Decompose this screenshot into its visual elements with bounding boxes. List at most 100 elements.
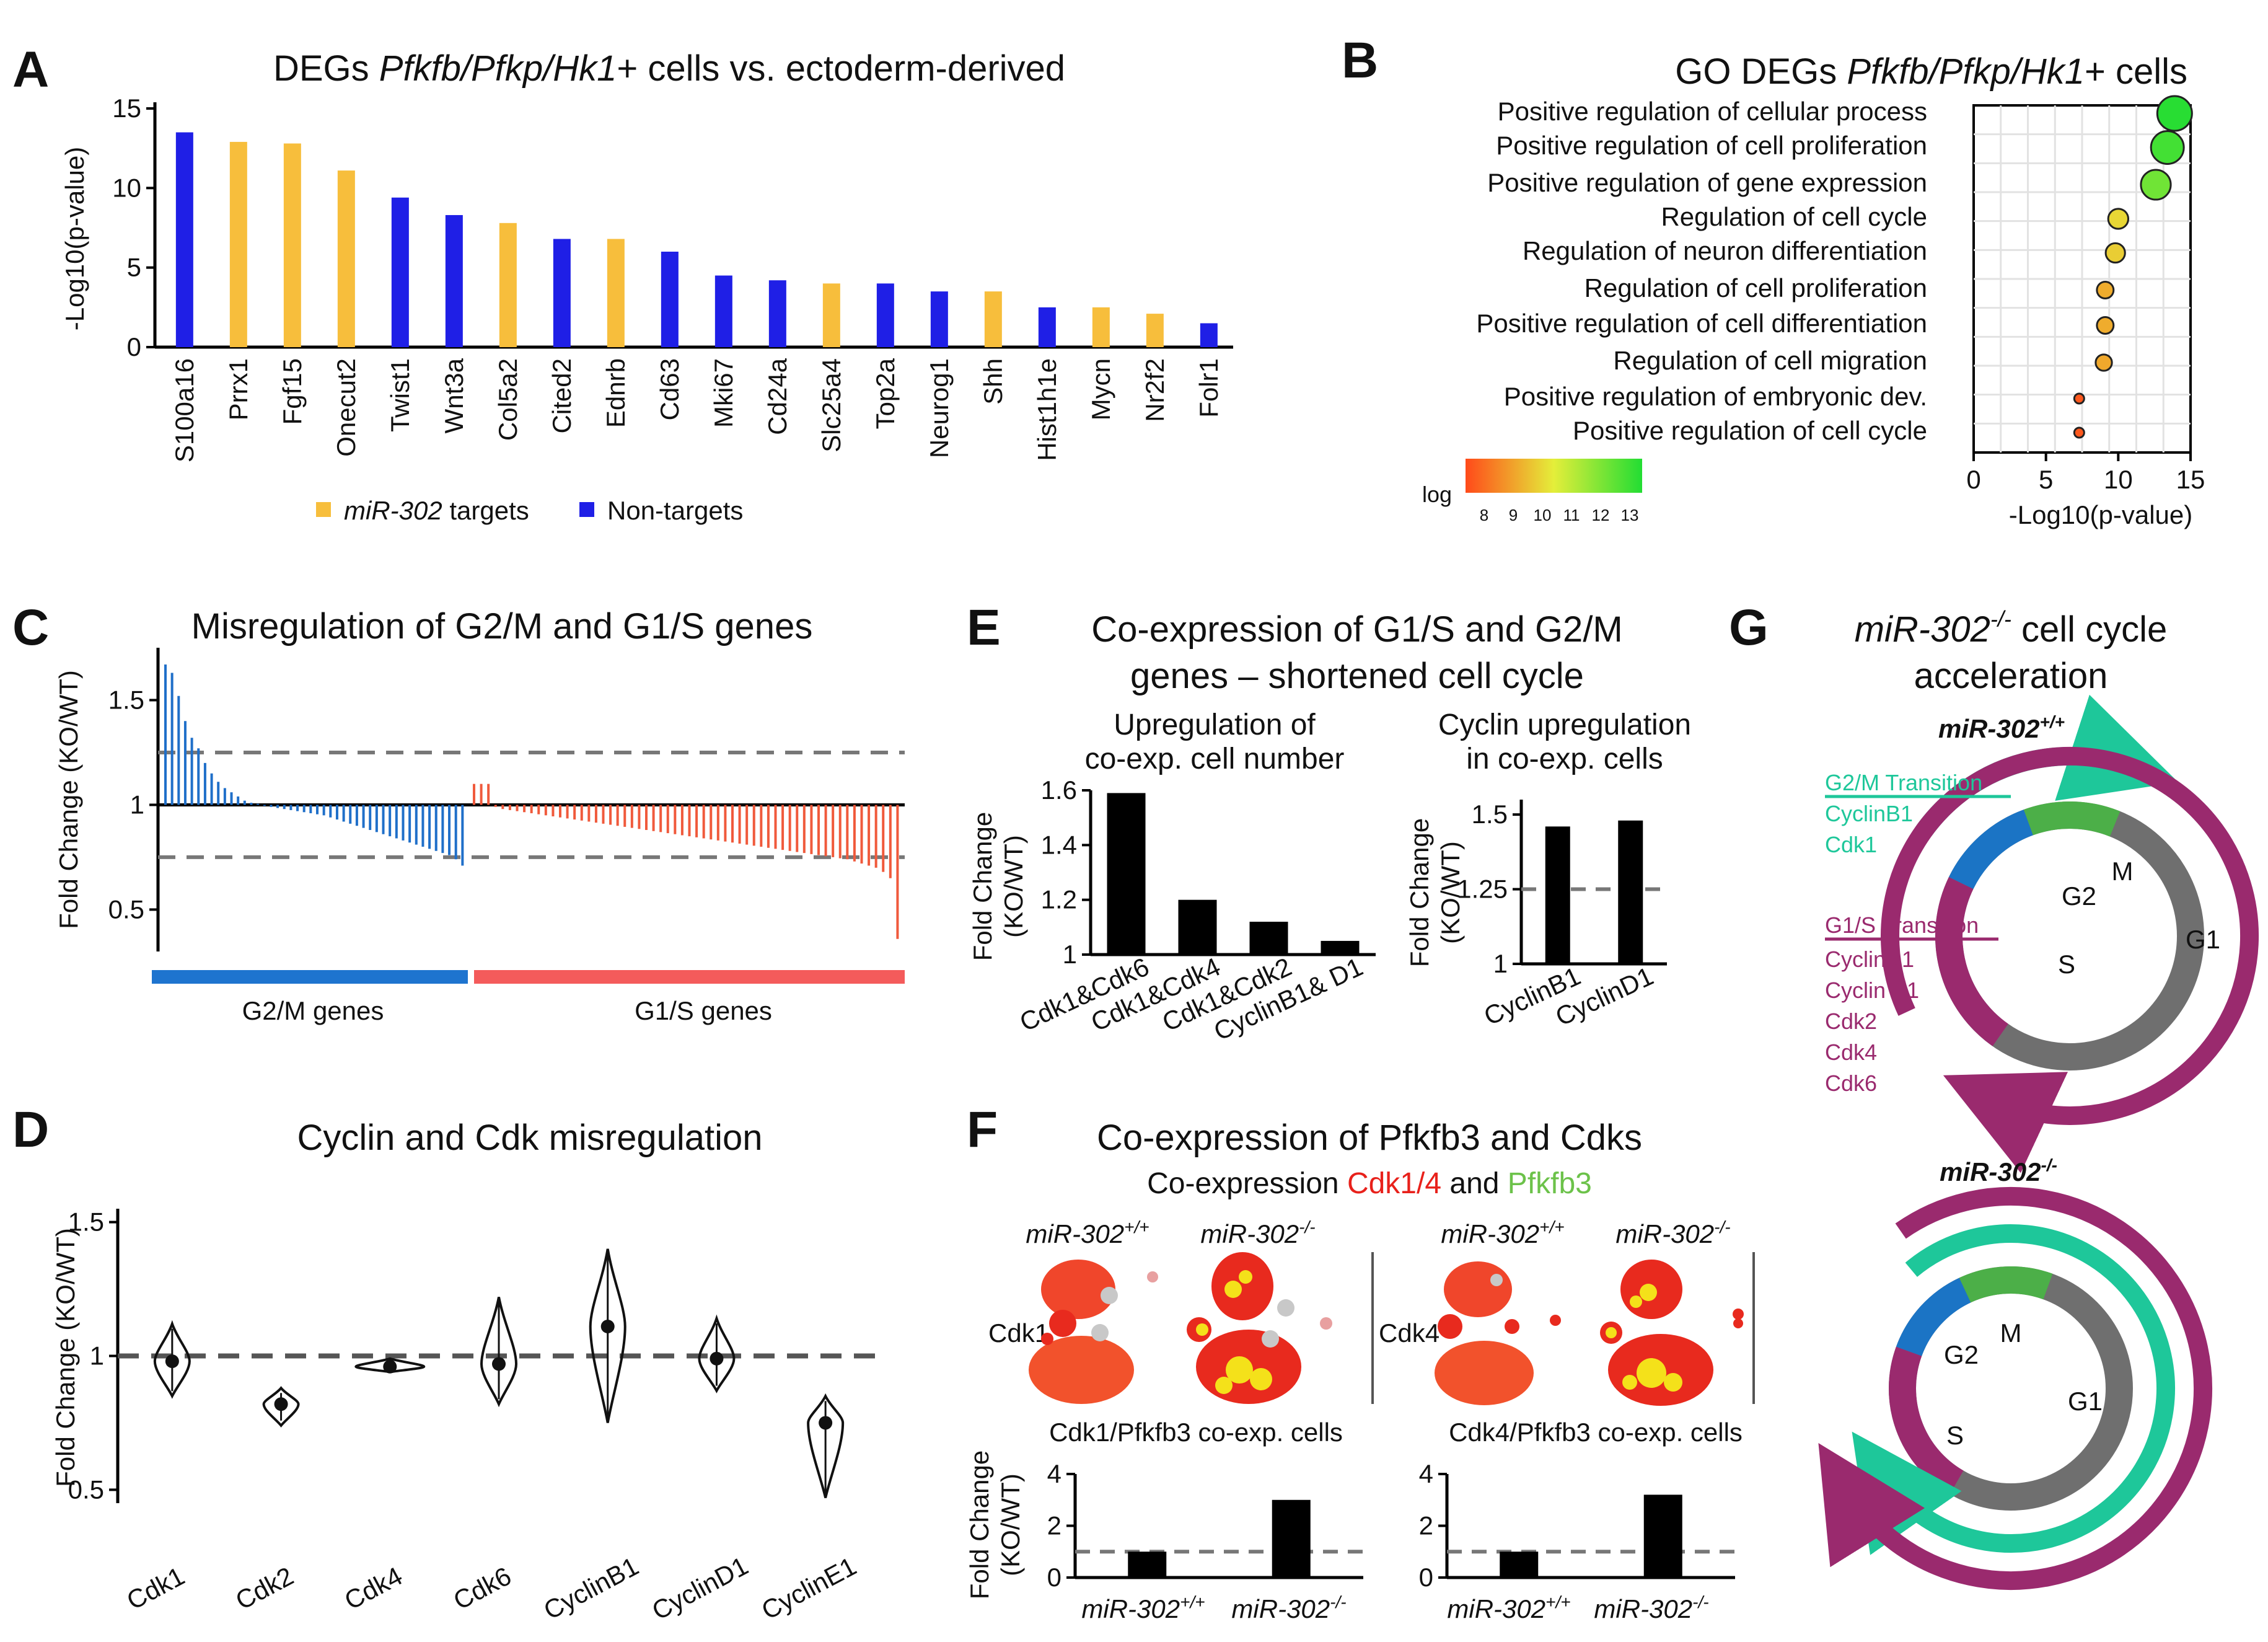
panel-label-a: A	[12, 42, 49, 98]
g-g1s-legend: G1/S Transition CyclinD1 Cyclin E1 Cdk2 …	[1825, 912, 1998, 1096]
a-bar	[1146, 314, 1164, 347]
a-xtick-label: Slc25a4	[817, 358, 846, 452]
a-xtick-label: Folr1	[1194, 358, 1223, 418]
a-bar	[337, 170, 355, 347]
f-left-chart-ytick-label: 2	[1047, 1511, 1061, 1540]
d-ytick-label: 1.5	[68, 1207, 104, 1237]
a-xtick-label: Neurog1	[925, 358, 954, 458]
f-left-chart-ytick-label: 0	[1047, 1563, 1061, 1592]
panel-f-headers: miR-302+/+ miR-302-/- miR-302+/+ miR-302…	[1026, 1217, 1730, 1248]
panel-g-title-line1: miR-302-/- cell cycle	[1855, 606, 2168, 650]
a-ytick-label: 10	[112, 173, 141, 202]
panel-a-x-labels: S100a16 Prrx1 Fgf15 Onecut2 Twist1 Wnt3a Col5a…	[170, 358, 1223, 462]
b-dot	[2104, 242, 2126, 264]
e2-chart-bar	[1618, 820, 1643, 964]
a-bar	[661, 252, 679, 347]
a-bar	[553, 239, 571, 347]
b-term-label: Regulation of cell proliferation	[1585, 273, 1927, 302]
b-term-label: Regulation of neuron differentiation	[1523, 236, 1927, 265]
b-dot	[2073, 392, 2085, 405]
g-g2m-item: CyclinB1	[1825, 801, 1913, 826]
a-xtick-label: Ednrb	[601, 358, 630, 428]
f-right-chart-bar	[1500, 1552, 1539, 1578]
panel-a-title: DEGs Pfkfb/Pfkp/Hk1+ cells vs. ectoderm-…	[273, 48, 1065, 89]
panel-e-title-line1: Co-expression of G1/S and G2/M	[1091, 609, 1623, 650]
f-left-wt-tsne	[1029, 1260, 1158, 1404]
f-right-subtitle: Cdk4/Pfkfb3 co-exp. cells	[1449, 1418, 1743, 1447]
c-ytick-label: 1	[130, 790, 144, 819]
a-bar	[930, 291, 948, 347]
d-violin	[480, 1297, 518, 1408]
g-ko-ring-m	[1959, 1266, 2053, 1303]
a-bar	[283, 143, 301, 347]
a-bar	[391, 197, 409, 347]
b-xtick-label: 5	[2039, 465, 2053, 494]
panel-label-f: F	[967, 1101, 998, 1158]
panel-a: A DEGs Pfkfb/Pfkp/Hk1+ cells vs. ectoder…	[12, 42, 1233, 525]
panel-e1-chart: 11.21.41.6Cdk1&Cdk6Cdk1&Cdk4Cdk1&Cdk2Cyc…	[1015, 775, 1376, 1046]
panel-b-xlabel: -Log10(p-value)	[2009, 500, 2193, 529]
g-ko-label-g1: G1	[2068, 1387, 2103, 1416]
legend-nontarget-swatch	[579, 502, 594, 517]
b-term-label: Positive regulation of gene expression	[1487, 168, 1927, 197]
panel-b-title: GO DEGs Pfkfb/Pfkp/Hk1+ cells	[1675, 51, 2187, 92]
panel-label-e: E	[967, 599, 1001, 656]
f-right-chart-bar	[1643, 1494, 1682, 1578]
f-right-xlabel-ko: miR-302-/-	[1594, 1592, 1708, 1623]
d-violin	[262, 1386, 300, 1428]
g-ko-label-g2: G2	[1944, 1340, 1979, 1369]
panel-e-title-line2: genes – shortened cell cycle	[1130, 656, 1584, 696]
f-left-row-label: Cdk1	[988, 1318, 1049, 1348]
panel-e1-ylabel-line1: Fold Change	[968, 812, 997, 961]
d-xtick-label: Cdk1	[122, 1561, 190, 1615]
a-xtick-label: Wnt3a	[439, 358, 468, 433]
legend-target-swatch	[316, 502, 331, 517]
a-bar	[607, 239, 625, 347]
panel-f: F Co-expression of Pfkfb3 and Cdks Co-ex…	[965, 1101, 1755, 1623]
g-wt-g1s-arrow	[1881, 747, 2259, 1173]
panel-f-title: Co-expression of Pfkfb3 and Cdks	[1097, 1118, 1642, 1158]
f-left-wt-header: miR-302+/+	[1026, 1217, 1149, 1248]
panel-e: E Co-expression of G1/S and G2/M genes –…	[967, 599, 1691, 1046]
panel-g-title-line2: acceleration	[1914, 656, 2108, 696]
a-bar	[1200, 323, 1218, 347]
g-wt-cycle: G2 M S G1	[1881, 694, 2259, 1173]
e1-chart-bar	[1321, 940, 1360, 955]
g-wt-ring-s	[1935, 876, 2009, 1046]
e2-chart-ytick-label: 1	[1493, 949, 1508, 978]
g-ko-cycle: G2 M S G1	[1818, 1187, 2212, 1590]
g-g2m-head: G2/M Transition	[1825, 770, 1982, 795]
g2m-group-bar	[152, 970, 468, 984]
b-xtick-label: 15	[2176, 465, 2205, 494]
colorbar-gradient	[1466, 459, 1642, 493]
panel-e2-ylabel-line2: (KO/WT)	[1436, 841, 1465, 944]
f-right-wt-tsne	[1435, 1261, 1561, 1405]
b-term-label: Positive regulation of cell proliferatio…	[1496, 131, 1927, 160]
a-xtick-label: Cd63	[655, 358, 684, 420]
a-bar	[768, 280, 786, 347]
g-wt-label-s: S	[2058, 950, 2075, 979]
e2-chart-ytick-label: 1.5	[1472, 800, 1508, 829]
colorbar-ticks: 8 9 10 11 12 13	[1480, 506, 1639, 524]
g-g1s-head: G1/S Transition	[1825, 912, 1979, 938]
colorbar-tick-label: 10	[1534, 506, 1552, 524]
g-g1s-item: Cdk2	[1825, 1009, 1877, 1034]
e1-chart-bar	[1107, 793, 1146, 955]
e1-chart-ytick-label: 1.4	[1041, 830, 1077, 859]
panel-e1-subtitle-line1: Upregulation of	[1114, 708, 1316, 741]
panel-a-legend: miR-302 targets Non-targets	[316, 496, 743, 525]
f-right-chart-ytick-label: 4	[1419, 1459, 1433, 1488]
a-bar	[876, 283, 894, 347]
a-bar	[175, 132, 193, 347]
panel-b-x-axis: 0 5 10 15	[1966, 452, 2205, 494]
e1-chart-ytick-label: 1	[1063, 940, 1077, 969]
g-ko-g2m-arrow	[1852, 1224, 2175, 1555]
f-right-chart-ytick-label: 0	[1419, 1563, 1433, 1592]
c-ytick-label: 1.5	[108, 685, 144, 714]
panel-b: B GO DEGs Pfkfb/Pfkp/Hk1+ cells Positive…	[1342, 32, 2205, 529]
d-xtick-label: Cdk6	[449, 1561, 516, 1615]
legend-nontarget-label: Non-targets	[607, 496, 743, 525]
g-g1s-item: CyclinD1	[1825, 947, 1914, 972]
